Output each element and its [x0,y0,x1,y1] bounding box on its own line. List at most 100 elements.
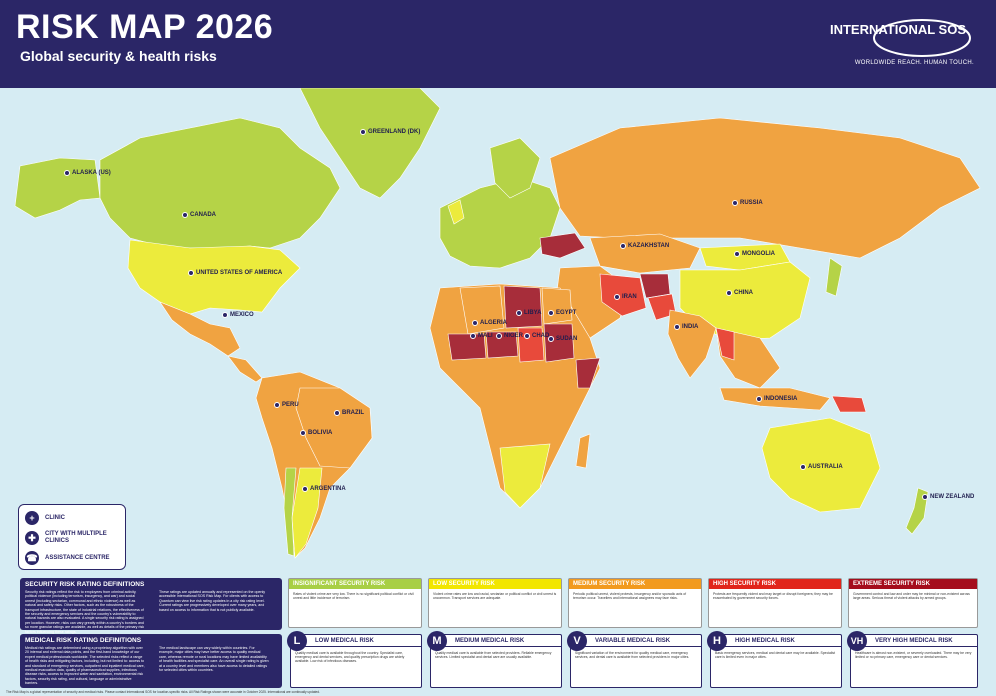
medical-level-low: LOW MEDICAL RISK L Quality medical care … [287,631,422,688]
location-pin-icon [274,402,280,408]
map-label-greenland[interactable]: GREENLAND (DK) [360,129,420,135]
country-madagascar [575,433,591,469]
map-label-russia[interactable]: RUSSIA [732,200,763,206]
legend-clinic: + CLINIC [25,511,65,525]
map-label-mali[interactable]: MALI [470,333,493,339]
location-pin-icon [548,336,554,342]
map-label-libya[interactable]: LIBYA [516,310,541,316]
location-pin-icon [360,129,366,135]
country-algeria [459,285,505,335]
legend-city-multiple-clinics: ✚ CITY WITH MULTIPLE CLINICS [25,531,115,545]
location-pin-icon [756,396,762,402]
country-southern-africa [499,443,551,509]
country-india [667,309,717,379]
security-definitions-text: Security risk ratings reflect the risk t… [25,590,145,634]
legend-assistance-centre: ☎ ASSISTANCE CENTRE [25,551,110,565]
security-level-medium: MEDIUM SECURITY RISK Periodic political … [568,578,702,628]
map-label-sudan[interactable]: SUDAN [548,336,577,342]
medical-definitions: MEDICAL RISK RATING DEFINITIONS Medical … [20,634,282,688]
country-indonesia [719,387,831,411]
location-pin-icon [732,200,738,206]
location-pin-icon [182,212,188,218]
location-pin-icon [496,333,502,339]
medical-level-high: HIGH MEDICAL RISK H Basic emergency serv… [707,631,842,688]
country-japan [825,257,843,297]
logo-tagline: WORLDWIDE REACH. HUMAN TOUCH. [854,60,974,66]
medical-level-variable: VARIABLE MEDICAL RISK V Significant vari… [567,631,702,688]
country-central-america [227,355,263,383]
location-pin-icon [614,294,620,300]
location-pin-icon [726,290,732,296]
variable-medical-badge-icon: V [567,631,587,651]
medical-level-very-high: VERY HIGH MEDICAL RISK VH Healthcare is … [847,631,978,688]
location-pin-icon [472,320,478,326]
map-label-egypt[interactable]: EGYPT [548,310,576,316]
location-pin-icon [922,494,928,500]
location-pin-icon [516,310,522,316]
country-canada [99,117,341,249]
map-label-chad[interactable]: CHAD [524,333,549,339]
country-iran [599,273,647,317]
country-alaska [14,157,101,219]
map-label-bolivia[interactable]: BOLIVIA [300,430,332,436]
location-pin-icon [800,464,806,470]
security-level-low: LOW SECURITY RISK Violent crime rates ar… [428,578,562,628]
medium-medical-badge-icon: M [427,631,447,651]
map-label-indonesia[interactable]: INDONESIA [756,396,797,402]
map-label-argentina[interactable]: ARGENTINA [302,486,346,492]
country-australia [761,417,881,513]
security-level-high: HIGH SECURITY RISK Protests are frequent… [708,578,842,628]
map-label-australia[interactable]: AUSTRALIA [800,464,843,470]
country-libya [503,285,543,329]
security-level-insignificant: INSIGNIFICANT SECURITY RISK Rates of vio… [288,578,422,628]
location-pin-icon [524,333,530,339]
footer-note: The Risk Map is a global representation … [6,690,320,694]
map-label-china[interactable]: CHINA [726,290,753,296]
location-pin-icon [548,310,554,316]
location-pin-icon [674,324,680,330]
country-myanmar [715,327,735,361]
medical-definitions-text: Medical risk ratings are determined usin… [25,646,145,686]
map-label-new-zealand[interactable]: NEW ZEALAND [922,494,974,500]
map-label-kazakhstan[interactable]: KAZAKHSTAN [620,243,669,249]
medical-level-medium: MEDIUM MEDICAL RISK M Quality medical ca… [427,631,562,688]
country-greenland [299,88,441,199]
map-label-canada[interactable]: CANADA [182,212,216,218]
map-legend: + CLINIC ✚ CITY WITH MULTIPLE CLINICS ☎ … [18,504,126,570]
medical-definitions-text-2: The medical landscape can vary widely wi… [159,646,269,673]
location-pin-icon [470,333,476,339]
country-egypt [541,287,573,325]
page-title: RISK MAP 2026 [16,8,274,46]
country-usa [127,239,301,315]
country-uk [447,199,465,225]
country-somalia [575,357,601,389]
location-pin-icon [64,170,70,176]
country-brazil [295,387,373,469]
map-label-india[interactable]: INDIA [674,324,698,330]
map-label-mongolia[interactable]: MONGOLIA [734,251,775,257]
security-definitions-text-2: These ratings are updated annually and r… [159,590,266,612]
country-ukraine [539,232,586,259]
map-label-iran[interactable]: IRAN [614,294,637,300]
map-label-mexico[interactable]: MEXICO [222,312,254,318]
medical-definitions-title: MEDICAL RISK RATING DEFINITIONS [25,637,142,644]
logo-name: INTERNATIONAL SOS [829,22,966,37]
map-label-niger[interactable]: NIGER [496,333,523,339]
map-label-brazil[interactable]: BRAZIL [334,410,364,416]
country-mexico [159,301,241,357]
map-label-peru[interactable]: PERU [274,402,299,408]
location-pin-icon [302,486,308,492]
map-label-algeria[interactable]: ALGERIA [472,320,507,326]
low-medical-badge-icon: L [287,631,307,651]
country-papua-new-guinea [831,395,867,413]
security-definitions-title: SECURITY RISK RATING DEFINITIONS [25,581,145,588]
high-medical-badge-icon: H [707,631,727,651]
map-label-usa[interactable]: UNITED STATES OF AMERICA [188,270,282,276]
header-banner: RISK MAP 2026 Global security & health r… [0,0,996,88]
country-chile [283,467,297,557]
location-pin-icon [334,410,340,416]
country-sudan [543,323,575,363]
map-label-alaska[interactable]: ALASKA (US) [64,170,111,176]
world-map [0,88,996,574]
